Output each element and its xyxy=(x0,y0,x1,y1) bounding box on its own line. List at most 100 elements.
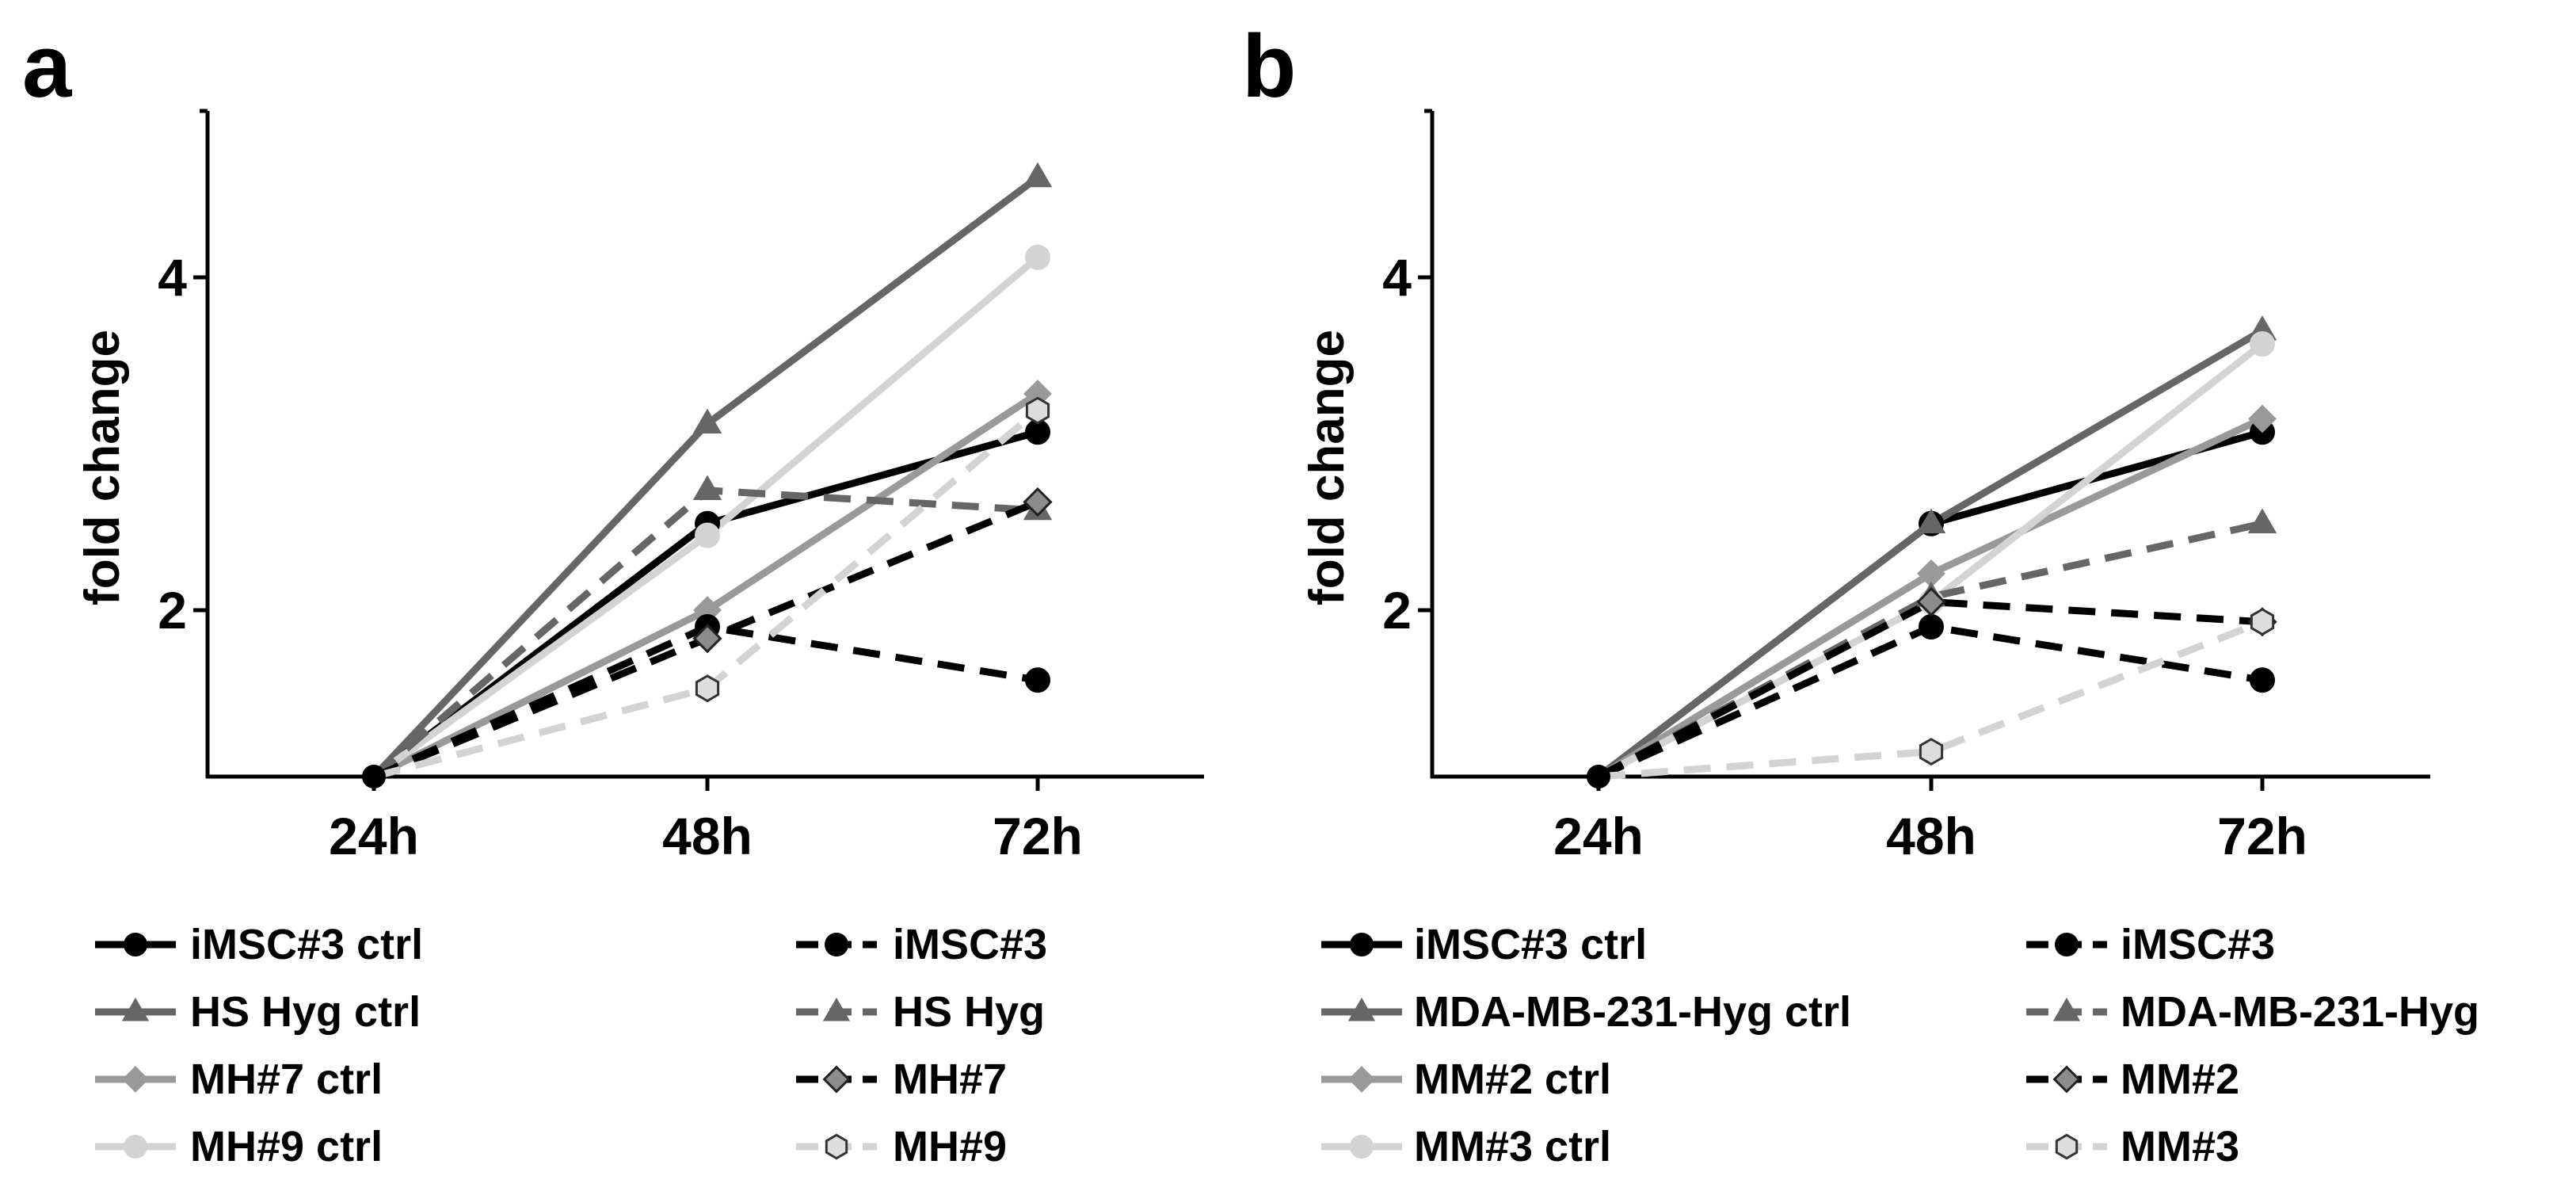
panel-a-legend-item-imsc-3-ctrl-label: iMSC#3 ctrl xyxy=(190,921,423,968)
panel-a-series-hs-hyg-ctrl-point-72h xyxy=(1023,162,1053,188)
panel-a-legend-item-mh-9-ctrl-label: MH#9 ctrl xyxy=(190,1123,383,1170)
panel-b-legend-item-mda-mb-231-hyg-label: MDA-MB-231-Hyg xyxy=(2121,988,2479,1036)
panel-a-series-mh-7-point-72h xyxy=(1023,487,1053,517)
panel-b-legend-item-mda-mb-231-hyg-ctrl: MDA-MB-231-Hyg ctrl xyxy=(1321,988,1851,1036)
panel-a-legend-item-mh-7-marker xyxy=(822,1065,851,1094)
panel-b-x-tick-label-72h: 72h xyxy=(2217,807,2307,865)
panel-b-series-mm-3-markers xyxy=(1919,608,2275,766)
panel-a-series-mh-7-ctrl-line xyxy=(372,391,1040,781)
panel-b-legend-item-mm-3-ctrl-marker xyxy=(1350,1135,1374,1159)
panel-b-series-mda-mb-231-hyg xyxy=(1596,520,2263,780)
panel-a-series-mh-9-point-48h xyxy=(695,674,720,703)
panel-b-legend-item-mm-3-label: MM#3 xyxy=(2121,1123,2239,1170)
panel-a-series-hs-hyg-point-48h xyxy=(692,475,722,501)
panel-a-series-mh-9-line xyxy=(372,407,1040,781)
panel-b-legend-item-imsc-3: iMSC#3 xyxy=(2026,921,2275,968)
panel-b-series-mda-mb-231-hyg-ctrl-point-48h xyxy=(1916,508,1946,534)
panel-b-series-mm-3-line xyxy=(1598,618,2264,781)
panel-a-legend-item-mh-9-label: MH#9 xyxy=(893,1123,1007,1170)
panel-a-series-mh-9-ctrl-markers xyxy=(695,244,1050,548)
panel-b-legend: iMSC#3 ctrl MDA-MB-231-Hyg ctrl MM#2 ctrl M… xyxy=(1321,921,2479,1170)
panel-b-legend-item-imsc-3-label: iMSC#3 xyxy=(2121,921,2275,968)
panel-b-legend-item-mm-2-ctrl: MM#2 ctrl xyxy=(1321,1056,1611,1103)
panel-b-series-mda-mb-231-hyg-point-72h xyxy=(2247,508,2277,534)
panel-a-x-tick-label-24h: 24h xyxy=(329,807,419,865)
panel-a-legend-item-hs-hyg-ctrl-marker xyxy=(121,997,150,1021)
panel-a-legend-item-hs-hyg-label: HS Hyg xyxy=(893,988,1045,1036)
panel-b-start-point xyxy=(1587,765,1610,788)
panel-a-series-hs-hyg-ctrl-point-48h xyxy=(692,408,722,434)
panel-a-start-point xyxy=(362,765,386,788)
panel-a-legend-item-imsc-3-marker xyxy=(825,933,848,956)
panel-a-series-mh-9-ctrl-point-48h xyxy=(695,522,720,548)
panel-b: b 2 4 24h 48h 72h fold change iMSC#3 ctrl MDA-MB… xyxy=(1242,17,2479,1170)
panel-b-series-mm-3-ctrl-point-72h xyxy=(2250,331,2275,357)
panel-a-legend-item-mh-9-marker xyxy=(825,1133,848,1160)
panel-a-x-tick-label-48h: 48h xyxy=(662,807,753,865)
panel-b-y-tick-label-2: 2 xyxy=(1382,581,1412,639)
panel-b-y-axis-title: fold change xyxy=(1300,330,1355,605)
panel-b-legend-item-mm-2-marker xyxy=(2052,1065,2081,1094)
panel-b-series-mm-2-ctrl-markers xyxy=(1917,404,2277,588)
panel-a-series-mh-9 xyxy=(372,407,1040,781)
panel-b-legend-item-mda-mb-231-hyg-ctrl-label: MDA-MB-231-Hyg ctrl xyxy=(1414,988,1851,1036)
panel-b-legend-item-mm-2-ctrl-marker xyxy=(1348,1066,1375,1093)
panel-b-series-mda-mb-231-hyg-line xyxy=(1596,520,2263,780)
panel-b-legend-item-mm-2-ctrl-label: MM#2 ctrl xyxy=(1414,1056,1611,1103)
panel-b-legend-item-mm-2: MM#2 xyxy=(2026,1056,2239,1103)
panel-a-series-mh-7-markers xyxy=(692,487,1053,654)
panel-b-x-tick-label-48h: 48h xyxy=(1886,807,1976,865)
panel-a-legend-item-mh-7-ctrl: MH#7 ctrl xyxy=(95,1056,383,1103)
panel-a-series-mh-9-point-72h xyxy=(1025,396,1050,425)
panel-a-series-mh-9-ctrl-point-72h xyxy=(1025,244,1050,270)
panel-b-legend-item-mm-3-ctrl: MM#3 ctrl xyxy=(1321,1123,1611,1170)
panel-a-legend-item-mh-7-ctrl-marker xyxy=(122,1066,149,1093)
panel-a-series-mh-7-point-48h xyxy=(692,624,722,654)
panel-a-legend-item-mh-7: MH#7 xyxy=(796,1056,1007,1103)
panel-b-legend-item-imsc-3-ctrl-label: iMSC#3 ctrl xyxy=(1414,921,1647,968)
panel-a-legend-item-mh-7-ctrl-label: MH#7 ctrl xyxy=(190,1056,383,1103)
panel-a-series-imsc-3-point-72h xyxy=(1025,667,1050,693)
panel-b-series-mm-3-point-72h xyxy=(2250,608,2275,636)
panel-b-series-mm-2-markers xyxy=(1916,586,2277,637)
panel-a-series-mh-7-ctrl xyxy=(372,391,1040,781)
panel-b-legend-item-imsc-3-ctrl-marker xyxy=(1350,933,1374,956)
panel-a-y-axis-title: fold change xyxy=(75,330,130,605)
panel-b-y-tick-label-4: 4 xyxy=(1382,248,1412,307)
panel-b-series-mm-3-point-48h xyxy=(1919,738,1944,766)
panel-b-series-mm-2-point-48h xyxy=(1916,586,1946,617)
panel-a-y-tick-label-2: 2 xyxy=(158,581,187,639)
panel-b-legend-item-mm-2-label: MM#2 xyxy=(2121,1056,2239,1103)
panel-a-legend-item-mh-9-ctrl-marker xyxy=(124,1135,147,1159)
panel-a-legend-item-imsc-3-label: iMSC#3 xyxy=(893,921,1047,968)
panel-a-series-hs-hyg-ctrl-markers xyxy=(692,162,1053,434)
panel-a-legend-item-mh-9: MH#9 xyxy=(796,1123,1007,1170)
panel-b-legend-item-mm-3: MM#3 xyxy=(2026,1123,2239,1170)
panel-a-legend-item-hs-hyg-marker xyxy=(822,997,851,1021)
panel-b-legend-item-mda-mb-231-hyg-ctrl-marker xyxy=(1347,997,1376,1021)
panel-a: a 2 4 24h 48h 72h fold change iMSC#3 ctrl HS Hyg… xyxy=(22,17,1204,1170)
panel-a-y-tick-label-4: 4 xyxy=(158,248,187,307)
panel-a-legend: iMSC#3 ctrl HS Hyg ctrl MH#7 ctrl MH#9 ctrl… xyxy=(95,921,1047,1170)
panel-b-legend-item-mm-3-ctrl-label: MM#3 ctrl xyxy=(1414,1123,1611,1170)
panel-b-series-mm-3 xyxy=(1598,618,2264,781)
panel-b-legend-item-mm-3-marker xyxy=(2055,1133,2079,1160)
panel-b-series-mm-2-ctrl-point-72h xyxy=(2248,404,2277,433)
panel-b-series-mda-mb-231-hyg-ctrl xyxy=(1596,327,2265,780)
panel-b-legend-item-mda-mb-231-hyg: MDA-MB-231-Hyg xyxy=(2026,988,2479,1036)
panel-a-letter: a xyxy=(22,17,72,116)
panel-b-x-tick-label-24h: 24h xyxy=(1553,807,1644,865)
panel-a-legend-item-imsc-3-ctrl: iMSC#3 ctrl xyxy=(95,921,423,968)
panel-a-legend-item-imsc-3-ctrl-marker xyxy=(124,933,147,956)
panel-b-letter: b xyxy=(1242,17,1296,116)
panel-b-series-imsc-3-point-48h xyxy=(1919,614,1944,639)
panel-a-legend-item-hs-hyg-ctrl-label: HS Hyg ctrl xyxy=(190,988,421,1036)
panel-b-series-imsc-3-point-72h xyxy=(2250,667,2275,693)
panel-a-series-mh-9-markers xyxy=(695,396,1050,703)
panel-b-legend-item-mda-mb-231-hyg-marker xyxy=(2052,997,2081,1021)
panel-b-legend-item-imsc-3-ctrl: iMSC#3 ctrl xyxy=(1321,921,1647,968)
panel-a-legend-item-mh-9-ctrl: MH#9 ctrl xyxy=(95,1123,383,1170)
panel-b-series-mda-mb-231-hyg-ctrl-line xyxy=(1596,327,2265,780)
panel-a-x-tick-label-72h: 72h xyxy=(993,807,1083,865)
